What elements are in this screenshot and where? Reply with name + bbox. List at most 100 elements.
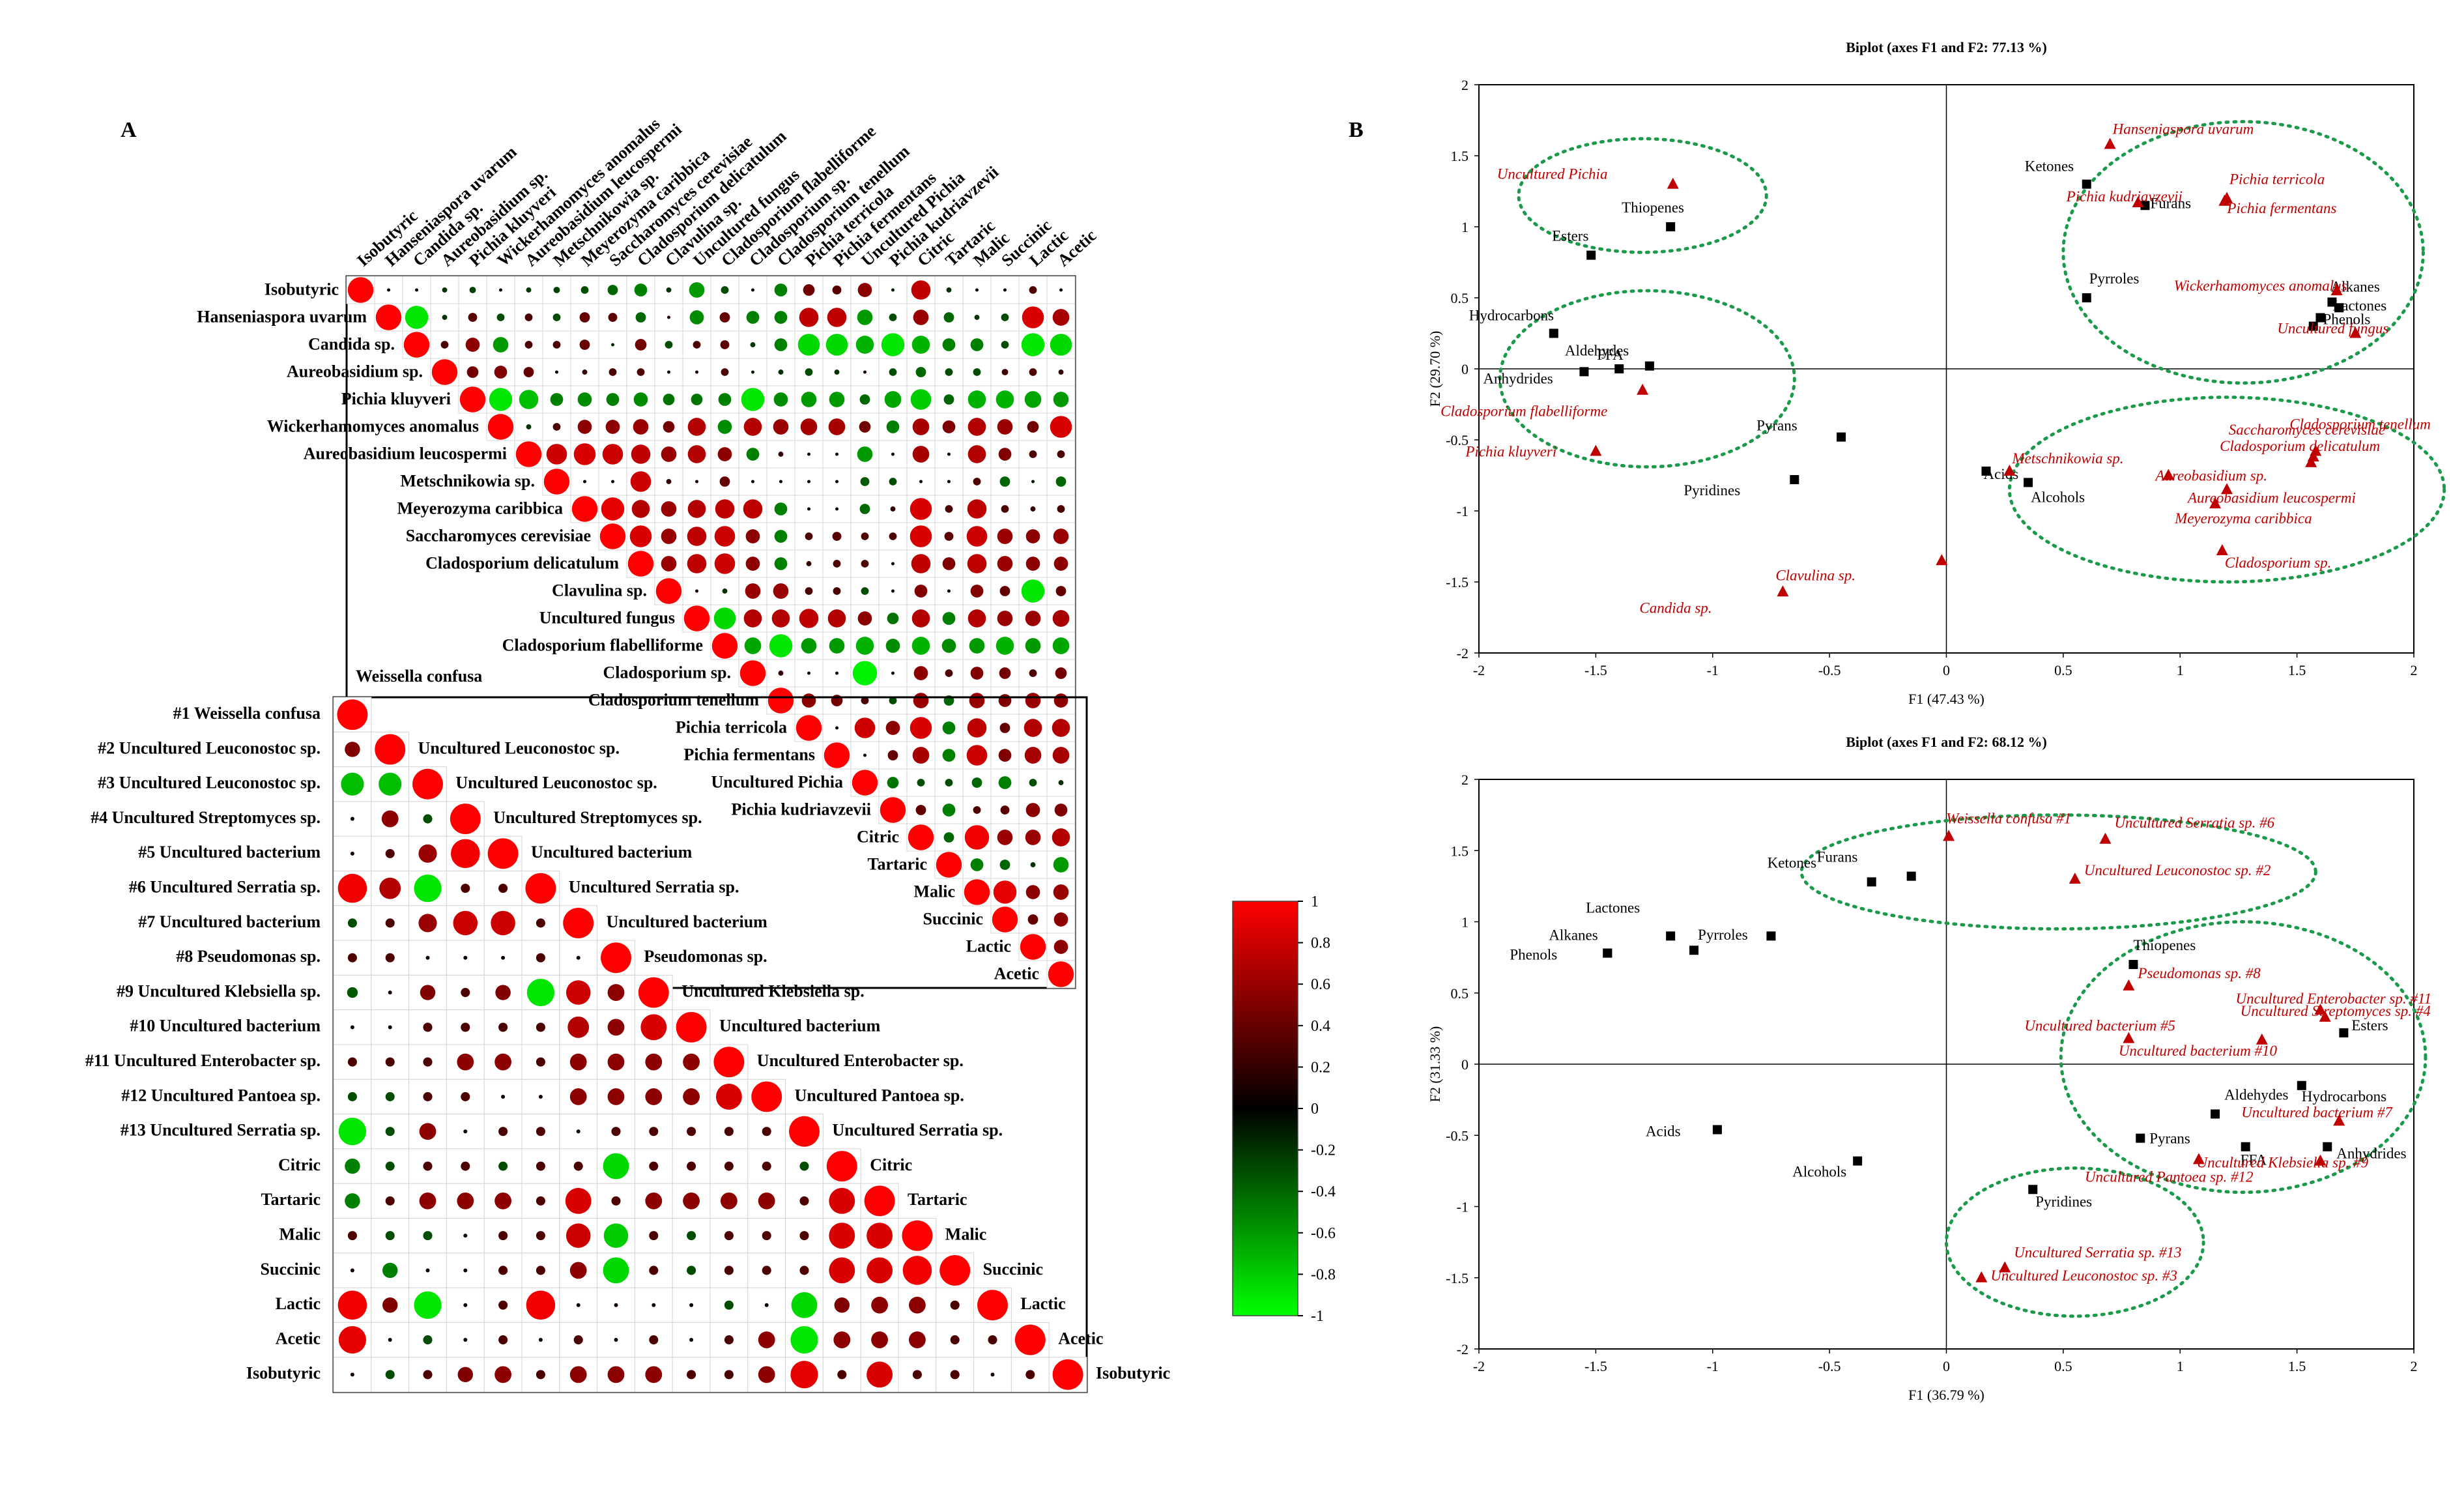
correlation-dot <box>789 1116 820 1147</box>
correlation-dot <box>687 1231 696 1241</box>
correlation-dot <box>695 589 698 593</box>
correlation-dot <box>1048 961 1074 987</box>
y-tick-label: -2 <box>1457 645 1468 661</box>
correlation-dot <box>966 745 988 766</box>
correlation-dot <box>778 452 784 457</box>
correlation-dot <box>751 1081 782 1112</box>
correlation-dot <box>861 532 869 540</box>
heatmap-cell <box>990 823 1020 852</box>
variable-label-lactones: Lactones <box>1586 899 1640 916</box>
sample-point <box>2132 195 2144 207</box>
sample-label-uncultured-klebsiella-sp-9: Uncultured Klebsiella sp. #9 <box>2197 1155 2369 1171</box>
correlation-dot <box>713 1047 745 1078</box>
sample-point <box>2349 326 2362 338</box>
heatmap-cell <box>878 276 908 304</box>
correlation-dot <box>721 286 729 294</box>
variable-point <box>2334 303 2344 313</box>
sample-point <box>2123 1032 2135 1043</box>
correlation-dot <box>829 392 845 407</box>
y-tick-label: 0 <box>1461 1056 1468 1073</box>
correlation-dot <box>563 907 594 938</box>
correlation-dot <box>1025 693 1041 708</box>
correlation-dot <box>967 718 987 738</box>
sample-point <box>2216 544 2228 556</box>
x-tick-label: 1 <box>2177 1358 2184 1374</box>
correlation-dot <box>854 717 876 738</box>
sample-label-weissella-confusa-1: Weissella confusa #1 <box>1946 810 2071 826</box>
correlation-dot <box>773 392 788 407</box>
row-label-tartaric: Tartaric <box>261 1190 321 1209</box>
correlation-dot <box>832 532 842 541</box>
variable-point <box>1790 475 1799 485</box>
variable-label-pyrroles: Pyrroles <box>2089 270 2140 287</box>
sample-label-wickerhamomyces-anomalus: Wickerhamomyces anomalus <box>2174 278 2347 294</box>
correlation-dot <box>871 1296 888 1314</box>
correlation-dot <box>778 671 784 676</box>
correlation-dot <box>997 528 1013 544</box>
correlation-dot <box>451 839 480 869</box>
variable-point <box>1906 871 1916 881</box>
variable-point <box>2327 297 2337 307</box>
correlation-dot <box>689 310 704 325</box>
correlation-dot <box>999 667 1011 679</box>
sample-label-uncultured-pantoea-sp-12: Uncultured Pantoea sp. #12 <box>2085 1168 2254 1185</box>
column-label-pseudomonas-sp: Pseudomonas sp. <box>644 947 767 966</box>
correlation-dot <box>498 884 508 893</box>
correlation-dot <box>606 393 620 406</box>
row-label-3-uncultured-leuconostoc-sp: #3 Uncultured Leuconostoc sp. <box>98 774 321 792</box>
correlation-dot <box>758 1331 775 1348</box>
correlation-dot <box>966 526 988 547</box>
correlation-dot <box>887 777 899 789</box>
colorbar-tick-label: 0.6 <box>1311 976 1330 993</box>
row-label-isobutyric: Isobutyric <box>265 280 339 299</box>
sample-point <box>2256 1033 2268 1045</box>
correlation-dot <box>498 1266 508 1275</box>
correlation-dot <box>420 985 436 1000</box>
x-tick-label: -0.5 <box>1818 662 1841 678</box>
correlation-dot <box>806 561 812 566</box>
column-label-citric: Citric <box>870 1155 912 1174</box>
correlation-dot <box>695 480 698 484</box>
correlation-dot <box>489 388 513 411</box>
sample-point <box>1943 830 1955 841</box>
correlation-dot <box>1057 505 1065 513</box>
correlation-dot <box>889 697 897 704</box>
correlation-dot <box>538 1094 543 1099</box>
correlation-dot <box>1025 529 1040 543</box>
variable-point <box>1614 364 1624 373</box>
correlation-dot <box>714 553 736 574</box>
variable-point <box>1644 361 1654 371</box>
correlation-dot <box>999 860 1010 870</box>
correlation-dot <box>919 480 923 484</box>
correlation-dot <box>1053 912 1068 927</box>
panel-letter-b: B <box>1349 118 1364 142</box>
variable-label-pyridines: Pyridines <box>1683 482 1740 499</box>
correlation-dot <box>889 532 897 540</box>
column-label-malic: Malic <box>945 1225 987 1244</box>
correlation-dot <box>611 1127 621 1136</box>
correlation-dot <box>857 283 872 297</box>
x-tick-label: 2 <box>2411 662 2418 678</box>
correlation-dot <box>764 1303 769 1307</box>
correlation-dot <box>1053 693 1068 708</box>
correlation-dot <box>1025 611 1041 626</box>
correlation-dot <box>827 308 847 327</box>
correlation-dot <box>576 955 580 960</box>
correlation-dot <box>1055 586 1067 596</box>
correlation-dot <box>687 1161 696 1171</box>
correlation-dot <box>805 587 813 595</box>
correlation-dot <box>607 1019 625 1036</box>
correlation-dot <box>487 838 519 869</box>
correlation-dot <box>602 444 623 465</box>
correlation-dot <box>576 1303 580 1307</box>
correlation-dot <box>403 332 430 358</box>
correlation-dot <box>1029 368 1037 376</box>
correlation-dot <box>640 1014 667 1041</box>
correlation-dot <box>936 852 962 878</box>
correlation-dot <box>387 288 390 292</box>
correlation-dot <box>774 557 788 570</box>
correlation-dot <box>423 1092 433 1101</box>
variable-point <box>1579 367 1589 377</box>
correlation-dot <box>799 1231 809 1241</box>
correlation-dot <box>912 418 930 435</box>
